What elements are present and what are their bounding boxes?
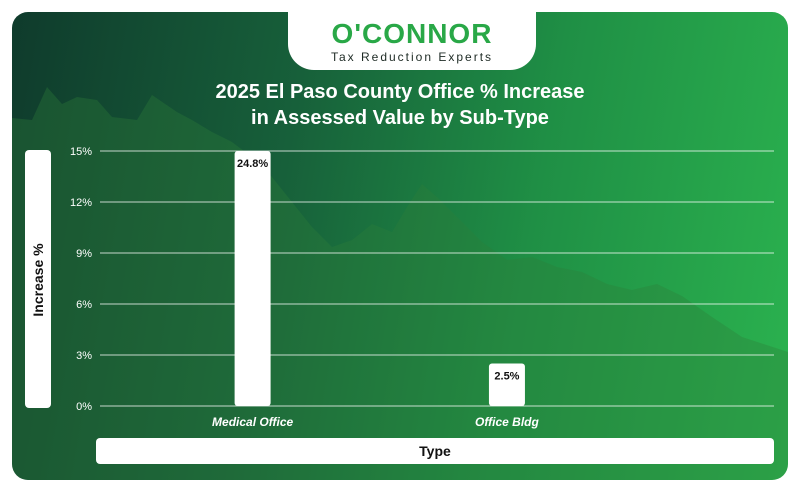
y-tick-label: 0%	[76, 401, 92, 413]
chart-title-line-1: 2025 El Paso County Office % Increase	[215, 81, 585, 103]
x-axis-label: Type	[419, 443, 451, 459]
chart-title: 2025 El Paso County Office % Increase in…	[12, 79, 788, 131]
data-label: 2.5%	[494, 371, 519, 383]
data-label: 24.8%	[237, 158, 268, 170]
brand-logo: O'CONNOR	[331, 18, 493, 49]
chart-title-line-2: in Assessed Value by Sub-Type	[251, 107, 549, 129]
background-mountains	[12, 87, 788, 480]
y-tick-label: 12%	[70, 197, 92, 209]
logo-tab: O'CONNOR Tax Reduction Experts	[288, 12, 536, 70]
bar	[488, 363, 525, 406]
x-tick-label: Medical Office	[212, 415, 293, 429]
y-axis-label-box	[25, 150, 51, 408]
brand-tagline: Tax Reduction Experts	[330, 50, 494, 64]
bar-chart: 0% 3% 6% 9% 12% 15% 24.8% Medical Office 2.5% Off…	[70, 146, 774, 429]
y-tick-label: 3%	[76, 350, 92, 362]
y-tick-label: 6%	[76, 299, 92, 311]
y-tick-label: 9%	[76, 248, 92, 260]
y-tick-label: 15%	[70, 146, 92, 158]
chart-card: O'CONNOR Tax Reduction Experts 2025 El P…	[12, 12, 788, 480]
x-axis-label-box	[96, 438, 774, 464]
x-tick-label: Office Bldg	[475, 415, 539, 429]
bar	[234, 151, 271, 406]
